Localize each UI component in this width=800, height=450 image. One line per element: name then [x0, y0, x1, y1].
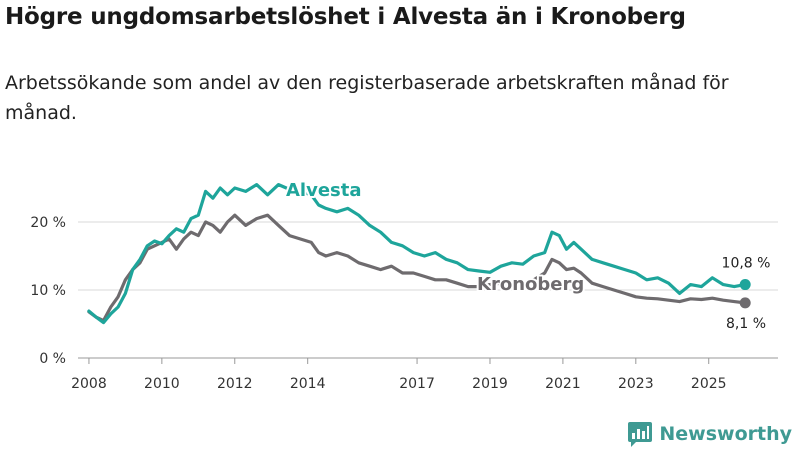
end-dot-alvesta — [739, 279, 751, 291]
x-tick-label: 2012 — [217, 376, 253, 392]
x-tick-label: 2017 — [399, 376, 435, 392]
y-tick-label: 20 % — [30, 215, 66, 231]
chart-subtitle: Arbetssökande som andel av den registerb… — [5, 72, 729, 124]
newsworthy-logo-icon — [628, 422, 653, 447]
series-label-alvesta: Alvesta — [286, 180, 362, 201]
x-tick-label: 2021 — [545, 376, 581, 392]
end-label-kronoberg: 8,1 % — [726, 316, 766, 332]
y-tick-label: 0 % — [39, 351, 66, 367]
x-tick-label: 2019 — [472, 376, 508, 392]
y-tick-label: 10 % — [30, 283, 66, 299]
brand-name: Newsworthy — [659, 423, 792, 445]
x-tick-label: 2010 — [144, 376, 180, 392]
end-label-alvesta: 10,8 % — [722, 256, 771, 272]
series-line-alvesta — [87, 183, 747, 325]
x-tick-label: 2023 — [618, 376, 654, 392]
chart-title: Högre ungdomsarbetslöshet i Alvesta än i… — [5, 4, 686, 30]
series-line-kronoberg — [87, 213, 747, 323]
series-label-kronoberg: Kronoberg — [477, 274, 584, 295]
line-chart: 0 % 10 % 20 % 2008 2010 2012 2014 2017 2019 2021 2… — [30, 178, 778, 392]
x-tick-label: 2008 — [71, 376, 107, 392]
brand-footer: Newsworthy — [627, 420, 792, 448]
x-tick-label: 2025 — [691, 376, 727, 392]
x-tick-label: 2014 — [290, 376, 326, 392]
end-dot-kronoberg — [739, 297, 751, 309]
